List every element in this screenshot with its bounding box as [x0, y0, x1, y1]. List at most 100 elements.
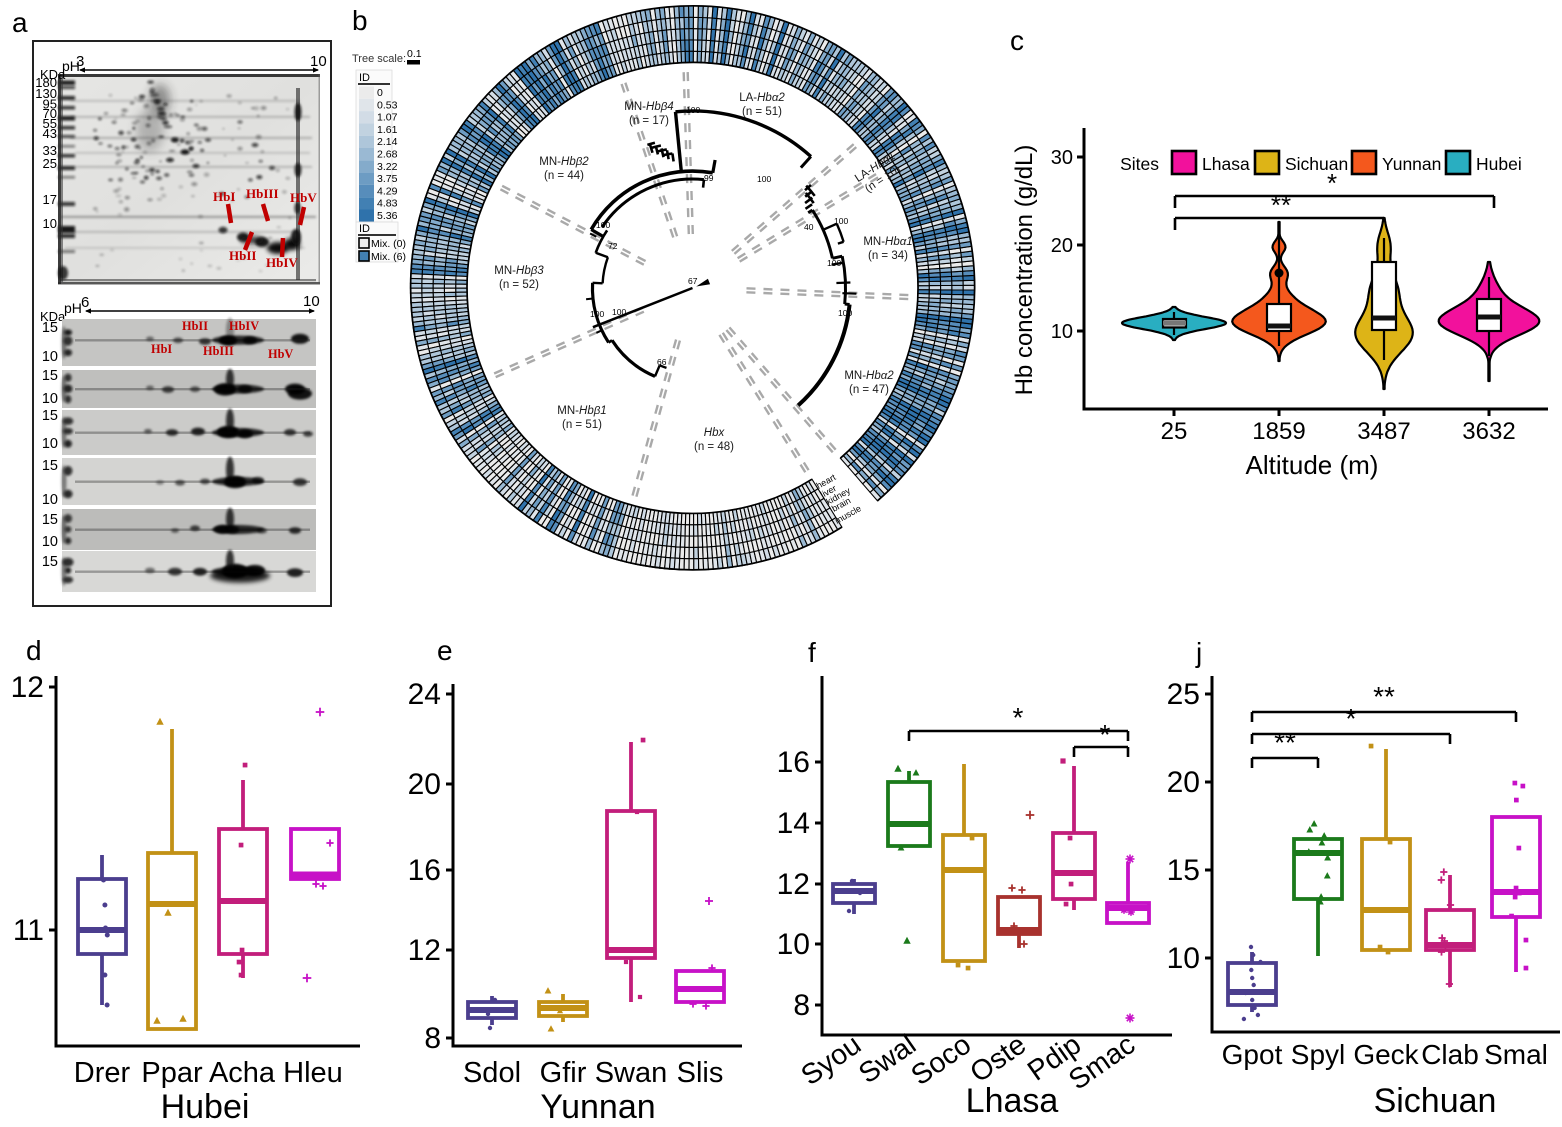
svg-text:10: 10 [777, 928, 810, 961]
svg-text:*: * [1327, 168, 1337, 198]
svg-text:1.07: 1.07 [377, 112, 398, 124]
svg-text:10: 10 [42, 436, 58, 452]
svg-text:MN-Hbβ4: MN-Hbβ4 [624, 101, 673, 113]
svg-text:b: b [352, 5, 368, 36]
svg-text:Tree scale:: Tree scale: [352, 53, 406, 65]
svg-text:(n = 17): (n = 17) [629, 115, 669, 127]
svg-text:**: ** [1274, 727, 1296, 758]
svg-text:15: 15 [42, 554, 58, 570]
svg-text:MN-Hbβ3: MN-Hbβ3 [494, 265, 544, 277]
svg-text:8: 8 [793, 989, 810, 1022]
svg-text:Acha: Acha [209, 1057, 276, 1089]
svg-text:100: 100 [596, 220, 610, 230]
svg-text:2.14: 2.14 [377, 136, 398, 148]
svg-text:Hb concentration (g/dL): Hb concentration (g/dL) [1011, 145, 1038, 396]
svg-text:(n = 48): (n = 48) [694, 441, 734, 453]
svg-text:5.36: 5.36 [377, 210, 398, 222]
svg-text:17: 17 [43, 192, 57, 207]
svg-text:Ppar: Ppar [141, 1057, 203, 1089]
svg-text:100: 100 [757, 174, 771, 184]
svg-text:43: 43 [43, 126, 57, 141]
svg-text:Sdol: Sdol [463, 1057, 521, 1089]
svg-text:HbIV: HbIV [266, 255, 298, 270]
svg-text:95: 95 [43, 97, 57, 112]
svg-text:100: 100 [827, 258, 841, 268]
svg-text:Gpot: Gpot [1222, 1039, 1283, 1070]
svg-text:1859: 1859 [1252, 418, 1305, 445]
svg-text:Hbx: Hbx [704, 427, 726, 439]
svg-text:100: 100 [838, 308, 852, 318]
svg-text:HbII: HbII [229, 248, 256, 263]
svg-text:Hleu: Hleu [283, 1057, 343, 1089]
svg-text:Drer: Drer [74, 1057, 131, 1089]
svg-text:(n = 51): (n = 51) [742, 106, 782, 118]
svg-text:180: 180 [35, 75, 57, 90]
svg-text:HbV: HbV [290, 190, 317, 205]
svg-text:10: 10 [43, 216, 57, 231]
svg-text:(n = 47): (n = 47) [849, 384, 889, 396]
svg-text:130: 130 [35, 86, 57, 101]
svg-text:Hubei: Hubei [1476, 154, 1522, 174]
svg-text:pH: pH [62, 58, 80, 74]
svg-text:66: 66 [657, 357, 667, 367]
svg-text:12: 12 [777, 868, 810, 901]
svg-text:**: ** [1373, 681, 1395, 712]
svg-text:Smal: Smal [1484, 1039, 1548, 1070]
svg-text:15: 15 [42, 458, 58, 474]
svg-text:Mix. (0): Mix. (0) [371, 238, 406, 250]
svg-text:25: 25 [43, 156, 57, 171]
svg-text:Sichuan: Sichuan [1374, 1082, 1497, 1120]
svg-text:*: * [1013, 702, 1024, 733]
svg-text:72: 72 [608, 241, 618, 251]
svg-text:100: 100 [834, 216, 848, 226]
svg-text:Hubei: Hubei [161, 1088, 250, 1126]
svg-text:c: c [1010, 25, 1024, 56]
svg-text:pH: pH [64, 300, 82, 316]
svg-text:Geck: Geck [1353, 1039, 1419, 1070]
svg-text:100: 100 [686, 105, 700, 115]
svg-text:d: d [26, 635, 42, 666]
svg-text:(n = 52): (n = 52) [499, 279, 539, 291]
svg-text:Lhasa: Lhasa [966, 1082, 1059, 1120]
svg-text:99: 99 [704, 173, 714, 183]
svg-text:30: 30 [1051, 147, 1073, 169]
svg-text:Lhasa: Lhasa [1202, 154, 1250, 174]
svg-text:20: 20 [408, 768, 441, 801]
svg-text:MN-Hbα2: MN-Hbα2 [844, 370, 894, 382]
svg-text:15: 15 [42, 368, 58, 384]
svg-text:10: 10 [42, 349, 58, 365]
svg-text:e: e [437, 635, 453, 666]
svg-text:(n = 34): (n = 34) [868, 250, 908, 262]
svg-text:f: f [808, 637, 816, 668]
svg-text:14: 14 [777, 807, 810, 840]
svg-text:Sites: Sites [1120, 154, 1159, 174]
svg-text:10: 10 [303, 293, 320, 310]
svg-text:Swal: Swal [853, 1029, 922, 1091]
svg-text:HbIII: HbIII [203, 344, 234, 358]
svg-text:LA-Hbα2: LA-Hbα2 [739, 92, 785, 104]
svg-text:100: 100 [590, 309, 604, 319]
svg-text:20: 20 [1051, 235, 1073, 257]
svg-text:16: 16 [408, 854, 441, 887]
svg-text:12: 12 [11, 671, 44, 704]
svg-text:**: ** [1271, 190, 1291, 220]
svg-text:100: 100 [612, 307, 626, 317]
svg-text:15: 15 [42, 512, 58, 528]
svg-text:Spyl: Spyl [1291, 1039, 1345, 1070]
svg-text:Oste: Oste [964, 1029, 1032, 1090]
svg-text:3.22: 3.22 [377, 161, 398, 173]
svg-text:0: 0 [377, 87, 383, 99]
svg-text:10: 10 [310, 53, 327, 70]
svg-text:0.53: 0.53 [377, 99, 398, 111]
svg-text:20: 20 [1167, 766, 1200, 799]
svg-text:MN-Hbα1: MN-Hbα1 [863, 236, 912, 248]
svg-text:10: 10 [1167, 942, 1200, 975]
svg-text:ID: ID [359, 223, 370, 235]
svg-text:HbIII: HbIII [246, 186, 279, 201]
svg-text:3632: 3632 [1462, 418, 1515, 445]
svg-text:KDa: KDa [40, 309, 66, 324]
svg-text:HbV: HbV [268, 347, 293, 361]
svg-text:HbI: HbI [151, 342, 172, 356]
svg-text:Slis: Slis [677, 1057, 724, 1089]
svg-text:Syou: Syou [795, 1029, 867, 1092]
